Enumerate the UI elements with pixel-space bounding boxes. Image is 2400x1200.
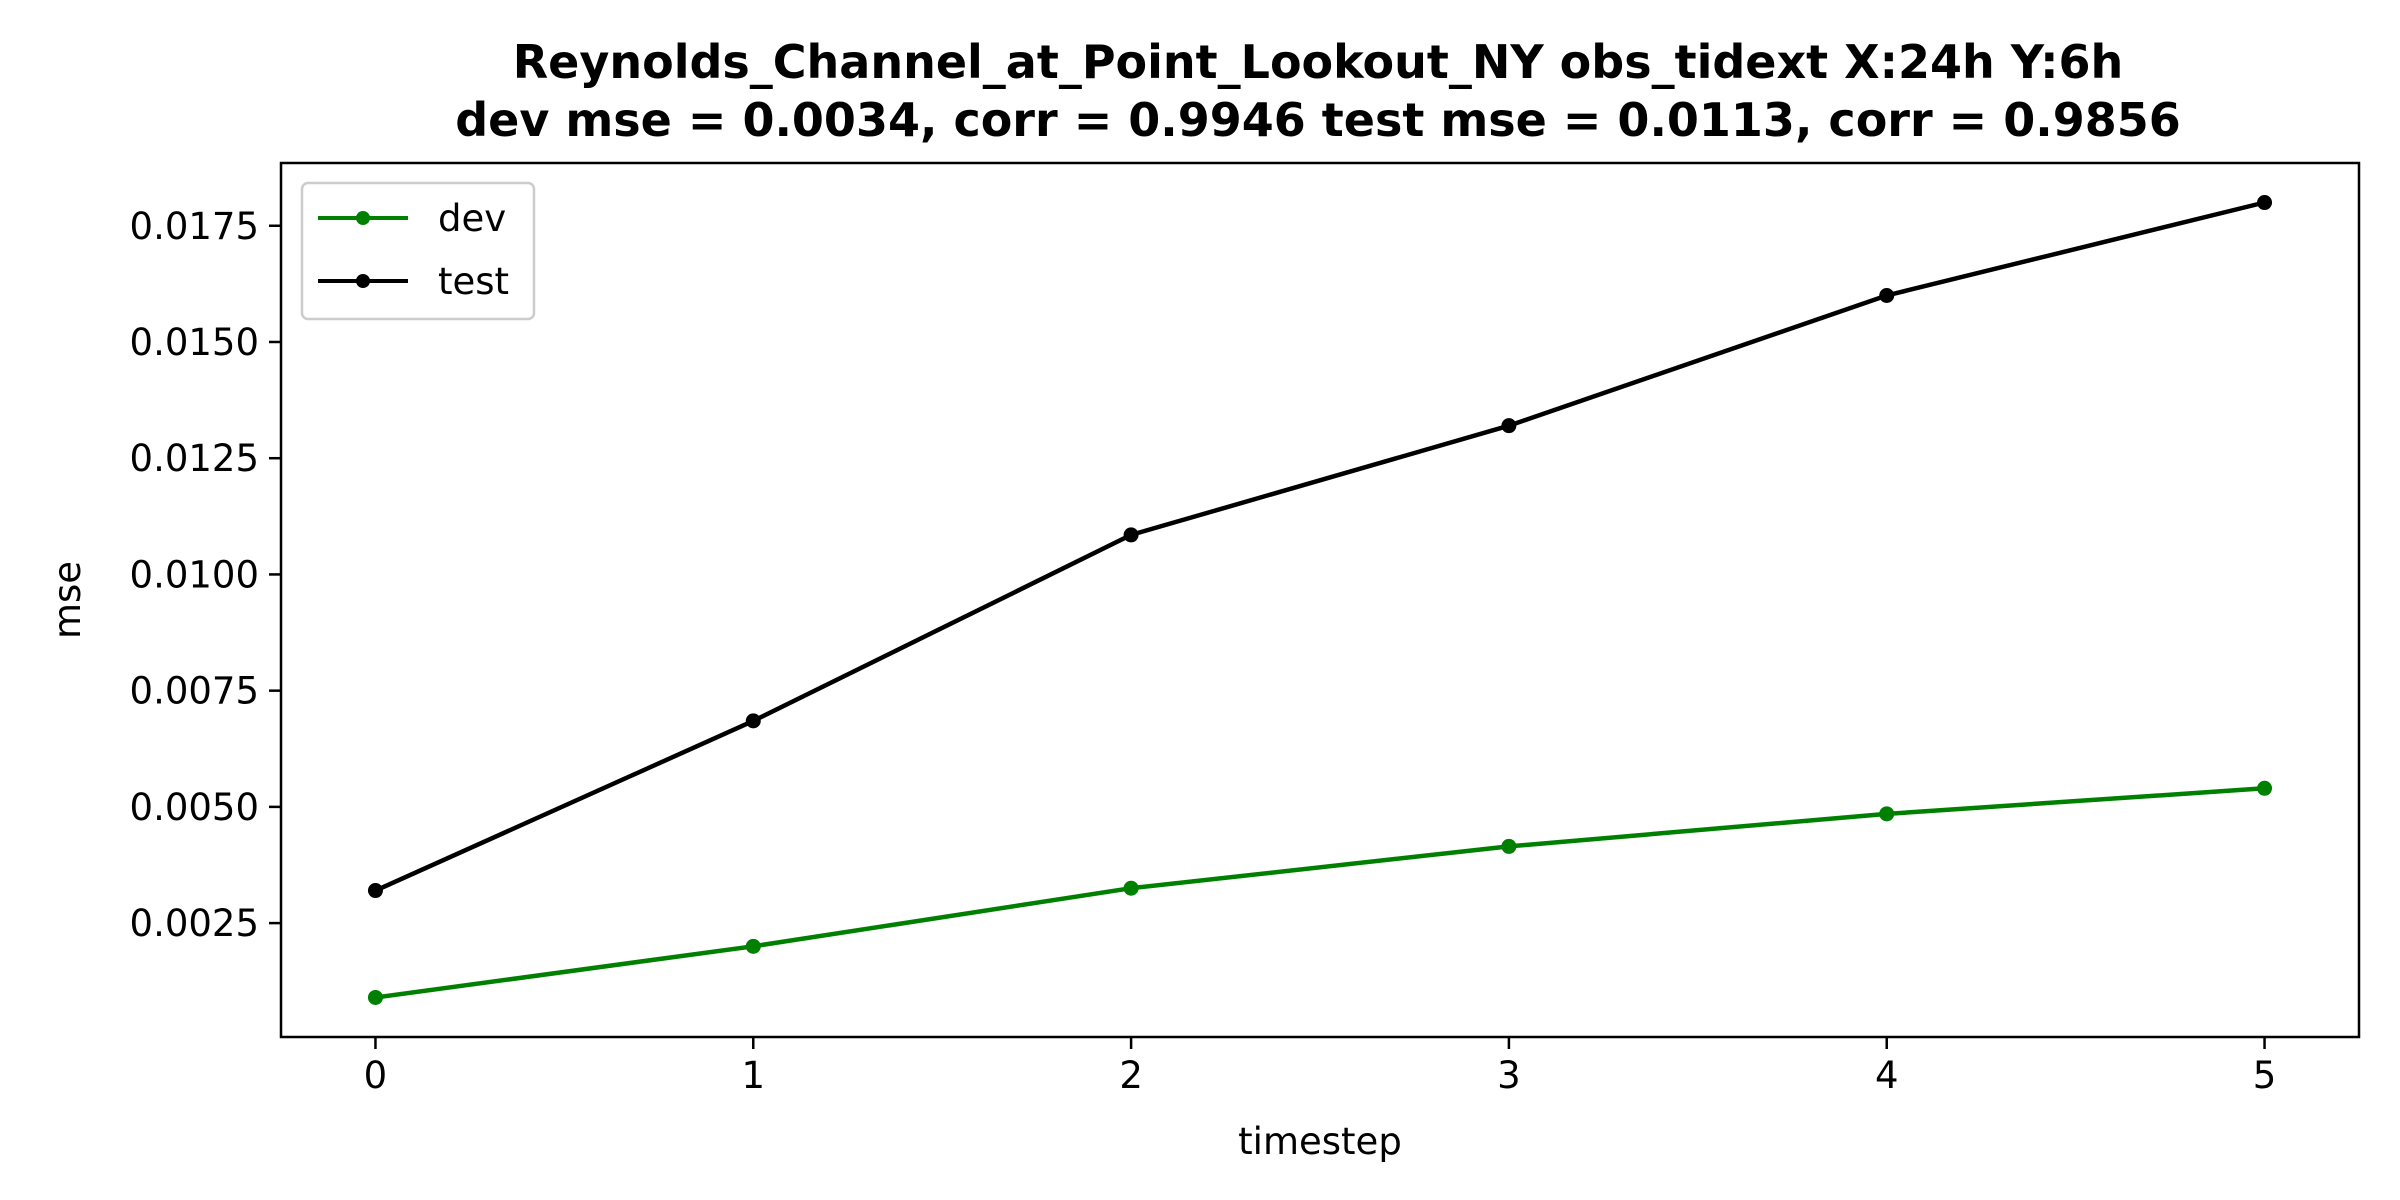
- data-point-dev: [367, 989, 383, 1005]
- y-axis-label: mse: [46, 561, 89, 639]
- y-tick-label: 0.0125: [130, 437, 259, 480]
- x-tick-label: 2: [1119, 1054, 1143, 1097]
- y-tick-label: 0.0100: [130, 553, 259, 596]
- plot-frame: [279, 161, 2361, 1039]
- y-axis: 0.0025 0.0050 0.0075 0.0100 0.0125 0.0150 0.01…: [130, 205, 281, 945]
- x-tick-label: 0: [364, 1054, 388, 1097]
- legend-marker-dev: [356, 211, 370, 225]
- y-tick-label: 0.0025: [130, 902, 259, 945]
- y-tick-label: 0.0175: [130, 205, 259, 248]
- data-point-test: [745, 713, 761, 729]
- plot-content: [367, 195, 2273, 1005]
- y-tick-label: 0.0050: [130, 786, 259, 829]
- data-point-test: [2257, 195, 2273, 211]
- data-point-dev: [745, 938, 761, 954]
- data-point-dev: [1501, 838, 1517, 854]
- x-tick-label: 3: [1497, 1054, 1521, 1097]
- x-axis-label: timestep: [1238, 1120, 1402, 1163]
- x-tick-label: 1: [741, 1054, 765, 1097]
- data-point-dev: [2257, 780, 2273, 796]
- data-point-dev: [1123, 880, 1139, 896]
- x-tick-label: 5: [2253, 1054, 2277, 1097]
- data-point-dev: [1879, 806, 1895, 822]
- x-axis: 0 1 2 3 4 5: [364, 1037, 2277, 1097]
- legend-label-dev: dev: [438, 197, 506, 240]
- chart-title-line2: dev mse = 0.0034, corr = 0.9946 test mse…: [455, 93, 2181, 147]
- y-tick-label: 0.0075: [130, 670, 259, 713]
- legend-marker-test: [356, 274, 370, 288]
- legend: dev test: [300, 181, 536, 321]
- data-point-test: [1501, 418, 1517, 434]
- data-point-test: [1123, 527, 1139, 543]
- series-line-dev: [375, 786, 2265, 1000]
- y-tick-label: 0.0150: [130, 321, 259, 364]
- x-tick-label: 4: [1875, 1054, 1899, 1097]
- data-point-test: [367, 883, 383, 899]
- legend-label-test: test: [438, 260, 509, 303]
- data-point-test: [1879, 287, 1895, 303]
- series-line-test: [374, 200, 2266, 893]
- chart-title-line1: Reynolds_Channel_at_Point_Lookout_NY obs…: [513, 35, 2124, 89]
